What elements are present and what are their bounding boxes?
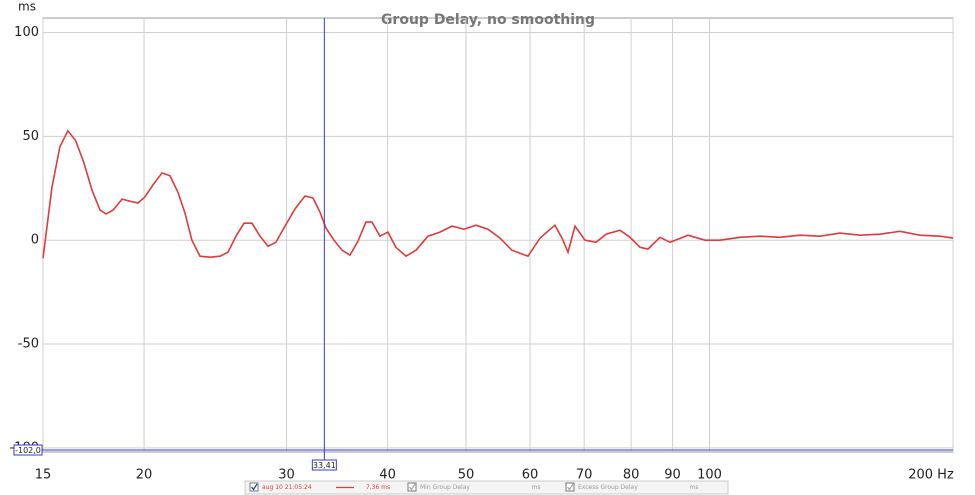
cursor-y-label: -102,0 — [15, 446, 41, 455]
legend-check — [408, 483, 416, 491]
data-line — [42, 129, 954, 259]
cursor-y-box — [13, 444, 43, 456]
x-tick-label: 60 — [522, 468, 539, 483]
cursor-x-box — [311, 459, 337, 471]
legend-name: Excess Group Delay — [578, 484, 638, 491]
legend-checkbox[interactable] — [249, 482, 259, 492]
legend-check — [250, 483, 258, 491]
x-tick-label: 90 — [664, 468, 681, 483]
legend-value: ms — [690, 484, 699, 491]
legend-bar — [244, 480, 729, 495]
legend-checkbox[interactable] — [407, 482, 417, 492]
y-unit: ms — [18, 0, 36, 14]
legend-checkbox[interactable] — [565, 482, 575, 492]
x-tick-label: 30 — [278, 468, 295, 483]
legend-name: aug 10 21:05:24 — [262, 484, 312, 491]
x-tick-label: 80 — [623, 468, 640, 483]
x-tick-label: 200 Hz — [908, 468, 954, 483]
y-tick-label: 100 — [14, 25, 39, 40]
x-tick-label: 20 — [136, 468, 153, 483]
y-tick-label: 50 — [22, 129, 39, 144]
legend-value: ms — [532, 484, 541, 491]
y-tick-label: -50 — [18, 337, 39, 352]
x-tick-label: 70 — [576, 468, 593, 483]
x-tick-label: 15 — [35, 468, 52, 483]
legend-value: 7,36 ms — [366, 484, 390, 491]
x-tick-label: 40 — [379, 468, 396, 483]
x-tick-label: 50 — [458, 468, 475, 483]
legend-check — [566, 483, 574, 491]
plot-area — [42, 17, 954, 453]
y-tick-label: 0 — [31, 233, 39, 248]
chart-title: Group Delay, no smoothing — [381, 12, 595, 28]
x-tick-label: 100 — [697, 468, 722, 483]
cursor-x-label: 33,41 — [313, 461, 336, 470]
legend-name: Min Group Delay — [420, 484, 470, 491]
